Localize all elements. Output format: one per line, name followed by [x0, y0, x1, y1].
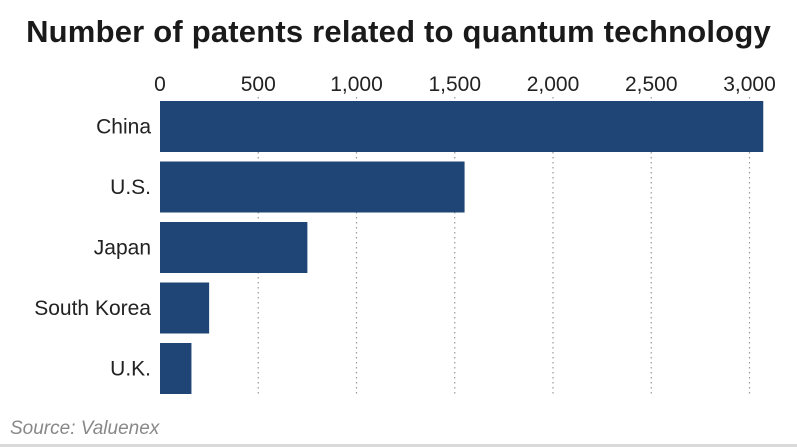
chart-source: Source: Valuenex — [10, 418, 160, 439]
x-tick-label-500: 500 — [241, 73, 276, 96]
category-label-china: China — [96, 116, 151, 139]
x-tick-label-2000: 2,000 — [527, 73, 580, 96]
chart-title: Number of patents related to quantum tec… — [26, 14, 771, 49]
category-label-u-s: U.S. — [110, 176, 151, 199]
bottom-divider — [0, 444, 797, 447]
bar-south-korea — [160, 282, 210, 334]
x-tick-label-1000: 1,000 — [330, 73, 383, 96]
bar-u-k — [160, 343, 192, 394]
x-tick-label-2500: 2,500 — [625, 73, 678, 96]
bar-u-s — [160, 161, 465, 213]
x-tick-label-0: 0 — [154, 73, 166, 96]
bar-japan — [160, 222, 308, 273]
category-label-japan: Japan — [94, 237, 151, 260]
bar-china — [160, 101, 764, 152]
x-tick-label-3000: 3,000 — [723, 73, 776, 96]
category-label-u-k: U.K. — [110, 358, 151, 381]
x-tick-label-1500: 1,500 — [428, 73, 481, 96]
category-label-south-korea: South Korea — [34, 297, 151, 320]
